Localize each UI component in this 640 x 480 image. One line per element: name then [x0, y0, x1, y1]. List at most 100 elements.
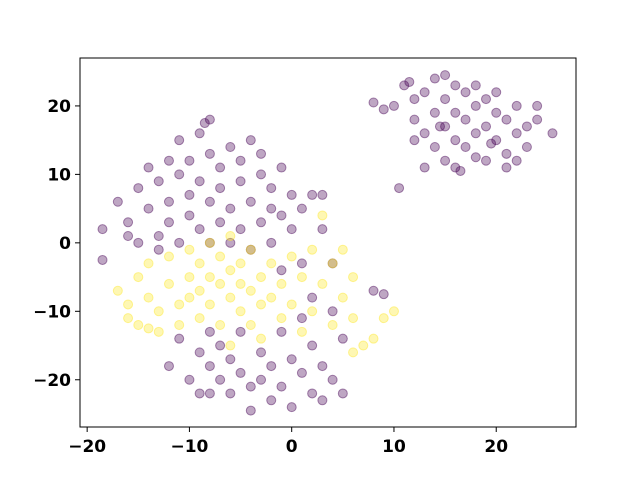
- data-point-class-1: [266, 292, 277, 303]
- data-point-class-0: [419, 128, 430, 139]
- data-point-class-0: [327, 306, 338, 317]
- data-point-class-1: [235, 278, 246, 289]
- data-point-class-1: [194, 258, 205, 269]
- data-point-class-1: [153, 306, 164, 317]
- data-point-class-0: [266, 237, 277, 248]
- data-point-class-0: [511, 155, 522, 166]
- data-point-class-0: [225, 203, 236, 214]
- data-point-class-0: [481, 155, 492, 166]
- data-point-class-0: [511, 128, 522, 139]
- data-point-class-0: [470, 152, 481, 163]
- data-point-class-0: [184, 374, 195, 385]
- data-point-class-0: [133, 237, 144, 248]
- data-point-class-0: [174, 333, 185, 344]
- data-point-class-0: [245, 381, 256, 392]
- data-point-class-1: [235, 258, 246, 269]
- y-tick-label: −10: [33, 302, 71, 322]
- data-point-class-0: [153, 230, 164, 241]
- data-point-class-0: [286, 189, 297, 200]
- data-point-class-0: [440, 70, 451, 81]
- y-tick-label: 20: [47, 97, 71, 117]
- data-point-class-0: [235, 155, 246, 166]
- data-point-class-0: [256, 347, 267, 358]
- data-point-class-0: [307, 292, 318, 303]
- data-point-class-0: [307, 189, 318, 200]
- data-point-class-0: [501, 148, 512, 159]
- data-point-class-0: [307, 340, 318, 351]
- data-point-class-1: [256, 272, 267, 283]
- data-point-class-0: [286, 224, 297, 235]
- data-point-class-1: [194, 285, 205, 296]
- data-point-class-0: [174, 169, 185, 180]
- data-point-class-0: [404, 76, 415, 87]
- data-point-class-0: [317, 189, 328, 200]
- y-tick-label: 0: [59, 234, 71, 254]
- data-point-class-1: [112, 285, 123, 296]
- data-point-class-0: [276, 326, 287, 337]
- data-point-class-1: [235, 306, 246, 317]
- data-point-class-0: [143, 162, 154, 173]
- data-point-class-0: [429, 107, 440, 118]
- data-point-class-0: [194, 176, 205, 187]
- data-point-class-1: [174, 319, 185, 330]
- data-point-class-0: [143, 203, 154, 214]
- data-point-class-0: [307, 388, 318, 399]
- data-point-class-0: [521, 121, 532, 132]
- data-point-class-1: [225, 230, 236, 241]
- data-point-class-1: [256, 333, 267, 344]
- data-point-class-1: [225, 265, 236, 276]
- data-point-class-1: [348, 313, 359, 324]
- x-axis: −20 −10 0 10 20: [68, 427, 508, 457]
- axes-frame: [79, 57, 577, 428]
- data-point-class-1: [194, 313, 205, 324]
- data-point-class-0: [450, 80, 461, 91]
- data-point-class-0: [378, 104, 389, 115]
- y-tick-label: −20: [33, 371, 71, 391]
- data-point-class-0: [245, 405, 256, 416]
- data-point-class-0: [256, 374, 267, 385]
- data-point-class-0: [97, 224, 108, 235]
- data-point-class-1: [276, 313, 287, 324]
- data-point-class-0: [296, 367, 307, 378]
- data-point-class-0: [337, 388, 348, 399]
- data-point-class-1: [123, 313, 134, 324]
- data-point-class-0: [440, 94, 451, 105]
- data-point-class-1: [245, 319, 256, 330]
- data-point-class-0: [245, 135, 256, 146]
- data-point-class-0: [163, 155, 174, 166]
- data-point-class-1: [348, 347, 359, 358]
- data-point-class-0: [450, 162, 461, 173]
- data-point-class-0: [399, 80, 410, 91]
- data-point-class-1: [163, 278, 174, 289]
- data-point-class-0: [327, 258, 338, 269]
- data-point-class-1: [256, 299, 267, 310]
- data-point-class-0: [204, 237, 215, 248]
- x-tick-label: 10: [382, 437, 406, 457]
- data-point-class-0: [245, 196, 256, 207]
- data-point-class-1: [337, 244, 348, 255]
- data-point-class-0: [368, 97, 379, 108]
- data-point-class-0: [296, 258, 307, 269]
- data-point-class-0: [317, 361, 328, 372]
- data-point-class-1: [327, 319, 338, 330]
- data-point-class-0: [235, 326, 246, 337]
- data-point-class-1: [317, 278, 328, 289]
- data-point-class-0: [317, 224, 328, 235]
- data-point-class-1: [245, 244, 256, 255]
- data-point-class-0: [194, 388, 205, 399]
- data-point-class-0: [491, 107, 502, 118]
- data-point-class-0: [388, 100, 399, 111]
- data-point-class-1: [215, 251, 226, 262]
- data-point-class-0: [440, 121, 451, 132]
- data-point-class-0: [450, 107, 461, 118]
- data-point-class-0: [266, 203, 277, 214]
- data-point-class-1: [348, 272, 359, 283]
- data-point-class-1: [388, 306, 399, 317]
- data-point-class-0: [184, 210, 195, 221]
- data-point-class-0: [256, 217, 267, 228]
- data-point-class-0: [163, 361, 174, 372]
- data-point-class-1: [225, 340, 236, 351]
- data-point-class-0: [153, 244, 164, 255]
- data-point-class-0: [276, 265, 287, 276]
- data-point-class-0: [429, 73, 440, 84]
